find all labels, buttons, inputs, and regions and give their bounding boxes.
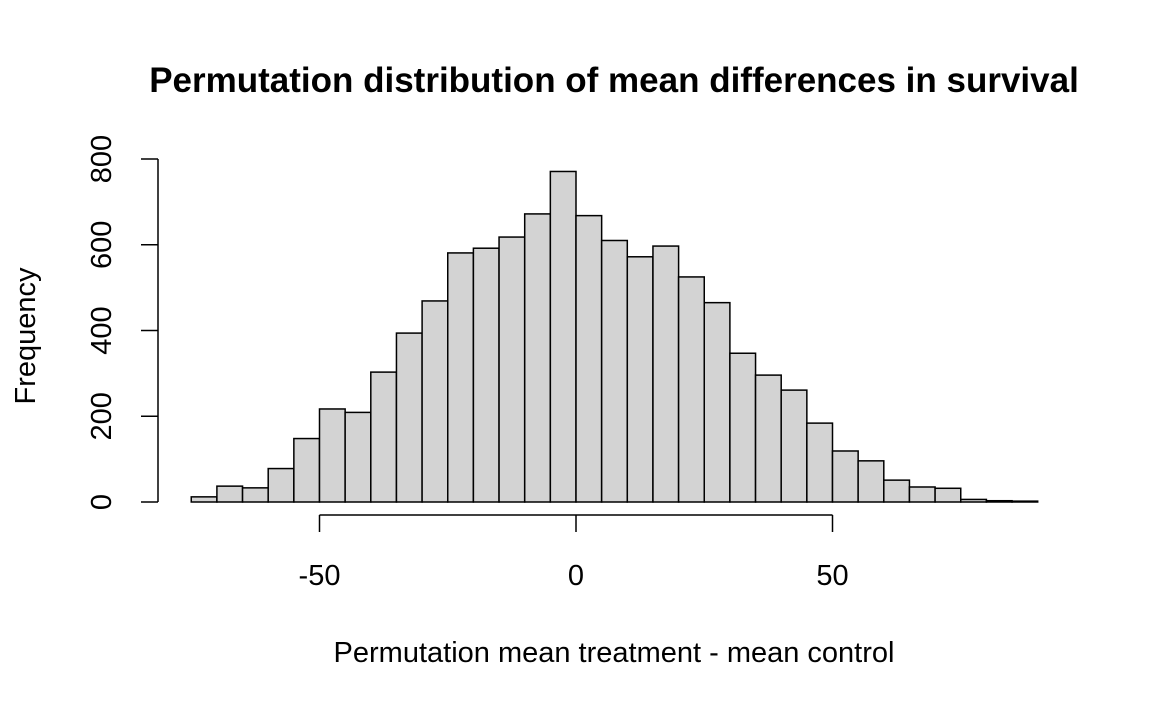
histogram-bar xyxy=(318,408,346,503)
y-tick-label: 600 xyxy=(86,221,118,269)
histogram-bar xyxy=(703,301,731,503)
histogram-bar xyxy=(985,499,1013,503)
histogram-bar xyxy=(908,486,936,503)
histogram-bar xyxy=(421,300,449,503)
x-axis-label: Permutation mean treatment - mean contro… xyxy=(334,637,895,669)
histogram-bar xyxy=(267,467,295,503)
histogram-bar xyxy=(447,252,475,503)
histogram-bar xyxy=(293,437,321,503)
histogram-bar xyxy=(729,352,757,503)
histogram-bar xyxy=(831,450,859,503)
histogram-bar xyxy=(780,389,808,503)
histogram-bar xyxy=(677,276,705,503)
histogram-bar xyxy=(395,332,423,503)
y-tick-label: 800 xyxy=(86,135,118,183)
histogram-bar xyxy=(370,371,398,503)
histogram-bar xyxy=(806,422,834,503)
histogram-bar xyxy=(575,214,603,503)
histogram-bar xyxy=(652,245,680,503)
y-tick-label: 0 xyxy=(86,494,118,510)
histogram-bar xyxy=(883,479,911,503)
x-axis: -50 0 50 xyxy=(299,514,849,592)
x-tick-label: 50 xyxy=(816,560,848,592)
histogram-bar xyxy=(934,487,962,503)
y-axis: 0 200 400 600 800 xyxy=(86,135,159,510)
y-axis-label: Frequency xyxy=(10,267,42,405)
x-tick-label: 0 xyxy=(568,560,584,592)
histogram-bar xyxy=(600,239,629,503)
histogram-bar xyxy=(626,256,654,503)
histogram-bar xyxy=(523,213,552,503)
histogram-bar xyxy=(754,374,782,503)
bars-group xyxy=(190,170,1039,503)
histogram-bar xyxy=(472,247,500,503)
chart-title: Permutation distribution of mean differe… xyxy=(149,61,1079,100)
histogram-bar xyxy=(344,411,372,503)
histogram-bar xyxy=(498,236,526,503)
histogram-bar xyxy=(857,460,885,503)
histogram-bar xyxy=(549,170,577,503)
histogram-bar xyxy=(960,498,988,503)
y-tick-label: 400 xyxy=(86,306,118,354)
histogram-bar xyxy=(190,496,218,503)
histogram-bar xyxy=(241,487,269,503)
histogram-bar xyxy=(1011,500,1039,503)
x-tick-label: -50 xyxy=(299,560,341,592)
y-tick-label: 200 xyxy=(86,392,118,440)
histogram-bar xyxy=(216,485,244,503)
